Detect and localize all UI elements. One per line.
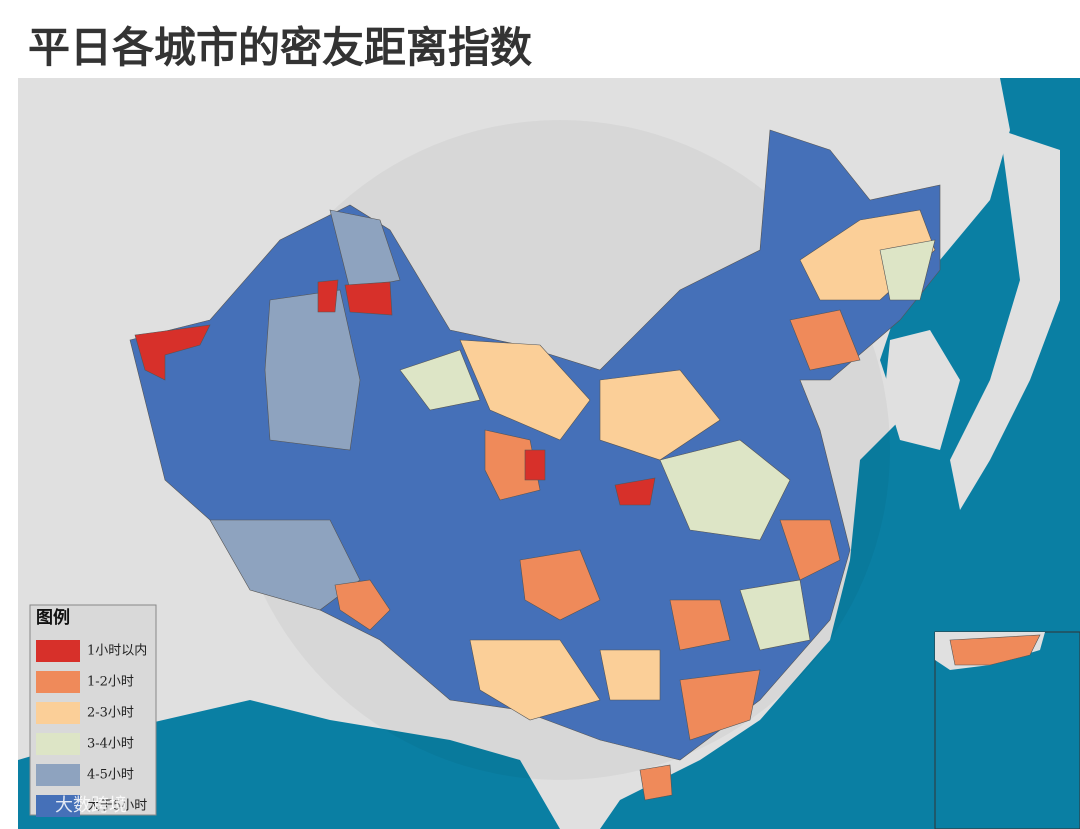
region (399, 349, 481, 411)
legend-swatch (36, 671, 80, 693)
region (519, 549, 601, 621)
legend-label: 3-4小时 (87, 737, 134, 752)
region (789, 309, 861, 371)
legend-label: 2-3小时 (87, 706, 134, 721)
region (614, 477, 656, 506)
region (469, 639, 601, 721)
region (949, 634, 1041, 666)
region (344, 281, 393, 316)
legend-swatch (36, 764, 80, 786)
legend-swatch (36, 795, 80, 817)
region (459, 339, 591, 441)
legend-label: 4-5小时 (87, 768, 134, 783)
legend-title: 图例 (36, 607, 70, 628)
korea (885, 330, 960, 450)
region (264, 289, 361, 451)
legend-swatch (36, 733, 80, 755)
region (599, 369, 721, 461)
region (639, 764, 673, 801)
region (739, 579, 811, 651)
region (134, 324, 211, 381)
legend-label: 大于5小时 (87, 799, 147, 814)
legend-swatch (36, 702, 80, 724)
region (659, 439, 791, 541)
legend-label: 1-2小时 (87, 675, 134, 690)
region (779, 519, 841, 581)
region (484, 429, 541, 501)
region (329, 209, 401, 291)
japan (950, 130, 1060, 510)
region (317, 279, 339, 313)
region (599, 649, 661, 701)
region (524, 449, 546, 481)
region (679, 669, 761, 741)
region (879, 239, 936, 301)
legend-label: 1小时以内 (87, 643, 147, 659)
region (669, 599, 731, 651)
legend-swatch (36, 640, 80, 662)
title: 平日各城市的密友距离指数 (28, 23, 533, 72)
region (334, 579, 391, 631)
watermark: 大数跨境 (55, 795, 127, 816)
